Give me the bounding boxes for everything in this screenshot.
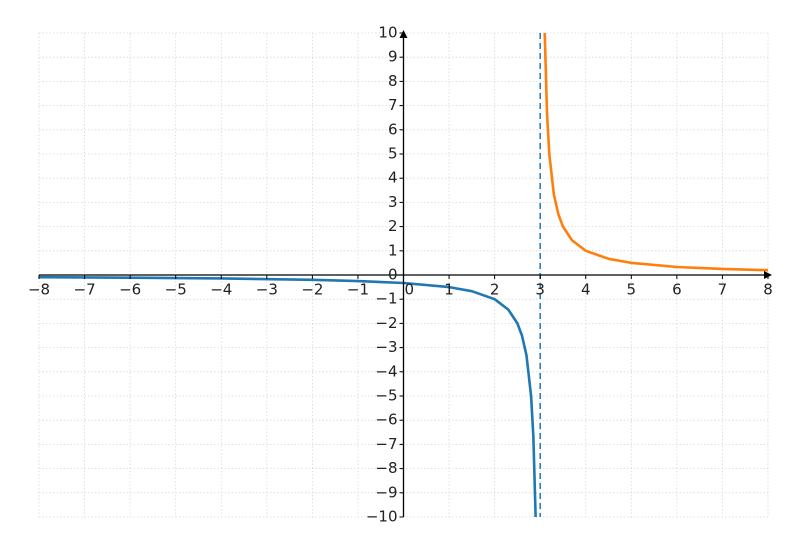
- x-tick-label: 4: [581, 281, 591, 299]
- tick-labels: −8 −7 −6 −5 −4 −3 −2 −1 0 1 2 3 4 5 6 7 8−10−9−8−7−6−5−4…: [28, 24, 773, 526]
- y-tick-label: −9: [375, 483, 397, 501]
- axes: [38, 30, 772, 518]
- y-tick-label: −10: [366, 508, 398, 526]
- x-tick-label: −4: [210, 281, 232, 299]
- x-tick-label: −6: [119, 281, 141, 299]
- y-tick-label: 3: [388, 193, 398, 211]
- x-tick-label: −2: [301, 281, 323, 299]
- series-line: [38, 275, 537, 518]
- series-line: [543, 32, 769, 272]
- x-tick-label: −3: [256, 281, 278, 299]
- x-tick-label: 6: [672, 281, 682, 299]
- x-tick-label: −1: [347, 281, 369, 299]
- x-tick-label: 2: [490, 281, 500, 299]
- y-tick-label: 5: [388, 145, 398, 163]
- x-tick-label: 5: [627, 281, 637, 299]
- y-tick-label: −8: [375, 459, 397, 477]
- y-tick-label: −7: [375, 435, 397, 453]
- x-tick-label: −8: [28, 281, 50, 299]
- y-tick-label: −5: [375, 387, 397, 405]
- x-tick-label: 3: [535, 281, 545, 299]
- y-tick-label: 6: [388, 120, 398, 138]
- x-tick-label: 1: [444, 281, 454, 299]
- y-axis-arrow: [399, 30, 408, 38]
- y-tick-label: 2: [388, 217, 398, 235]
- x-tick-label: 7: [718, 281, 728, 299]
- y-tick-label: −4: [375, 362, 397, 380]
- y-tick-label: 4: [388, 169, 398, 187]
- y-tick-label: 0: [388, 266, 398, 284]
- y-tick-label: 7: [388, 96, 398, 114]
- x-tick-label: −7: [74, 281, 96, 299]
- y-tick-label: −6: [375, 411, 397, 429]
- x-tick-label: 8: [763, 281, 773, 299]
- x-tick-label: −5: [165, 281, 187, 299]
- y-tick-label: 9: [388, 48, 398, 66]
- y-tick-label: −3: [375, 338, 397, 356]
- y-tick-label: 10: [378, 24, 397, 42]
- y-tick-label: 8: [388, 72, 398, 90]
- x-tick-label: 0: [405, 281, 415, 299]
- y-tick-label: −1: [375, 290, 397, 308]
- y-tick-label: −2: [375, 314, 397, 332]
- y-tick-label: 1: [388, 241, 398, 259]
